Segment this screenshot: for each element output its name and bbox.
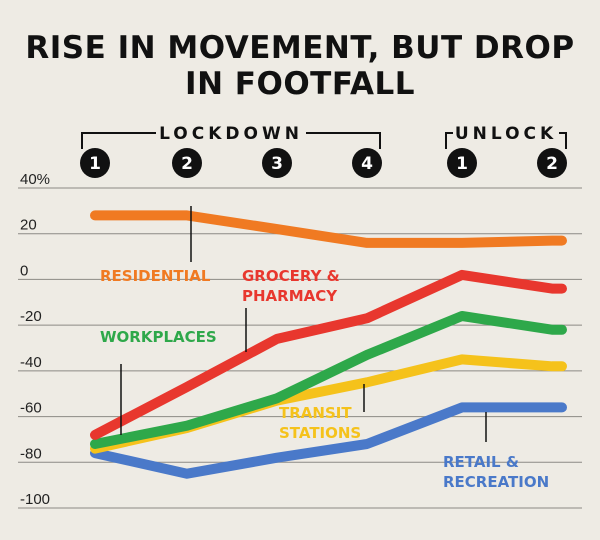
residential-label: RESIDENTIAL <box>100 267 211 285</box>
lockdown-step-2-label: 2 <box>181 154 193 174</box>
workplaces-line <box>90 311 567 449</box>
retail-recreation-line <box>90 402 567 479</box>
retail-recreation-label: RETAIL & <box>443 453 519 471</box>
chart-title: RISE IN MOVEMENT, BUT DROP IN FOOTFALL <box>0 30 600 102</box>
unlock-bracket-right <box>559 132 567 149</box>
y-tick-label: 0 <box>20 262 28 279</box>
unlock-bracket: UNLOCK <box>445 124 567 149</box>
grocery-pharmacy-label: GROCERY & <box>242 267 340 285</box>
y-tick-label: 40% <box>20 171 50 188</box>
unlock-bracket-left <box>445 132 453 149</box>
y-tick-label: -60 <box>20 400 42 417</box>
y-tick-label: -80 <box>20 445 42 462</box>
unlock-step-2-circle <box>537 148 567 178</box>
grocery-pharmacy-line <box>90 269 567 440</box>
lockdown-bracket: LOCKDOWN <box>81 124 381 149</box>
unlock-step-1-circle <box>447 148 477 178</box>
lockdown-bracket-left <box>81 132 156 149</box>
lockdown-step-3-label: 3 <box>271 154 283 174</box>
chart-title-line-1: RISE IN MOVEMENT, BUT DROP <box>25 30 575 66</box>
lockdown-label: LOCKDOWN <box>159 124 303 144</box>
y-tick-label: 20 <box>20 217 37 234</box>
lockdown-step-4-circle <box>352 148 382 178</box>
retail-recreation-label: RECREATION <box>443 473 549 491</box>
transit-stations-label: STATIONS <box>279 424 361 442</box>
lockdown-step-4-label: 4 <box>361 154 373 174</box>
workplaces-label: WORKPLACES <box>100 328 217 346</box>
y-tick-label: -100 <box>20 491 50 508</box>
lockdown-step-2-circle <box>172 148 202 178</box>
residential-line <box>90 210 567 248</box>
lockdown-step-3-circle <box>262 148 292 178</box>
lockdown-bracket-right <box>306 132 381 149</box>
unlock-step-2-label: 2 <box>546 154 558 174</box>
lockdown-step-1-circle <box>80 148 110 178</box>
grocery-pharmacy-label: PHARMACY <box>242 287 338 305</box>
y-tick-label: -40 <box>20 354 42 371</box>
lockdown-step-1-label: 1 <box>89 154 101 174</box>
unlock-label: UNLOCK <box>455 124 557 144</box>
unlock-step-1-label: 1 <box>456 154 468 174</box>
y-tick-label: -20 <box>20 308 42 325</box>
transit-stations-label: TRANSIT <box>279 404 352 422</box>
chart-title-line-2: IN FOOTFALL <box>185 66 415 102</box>
